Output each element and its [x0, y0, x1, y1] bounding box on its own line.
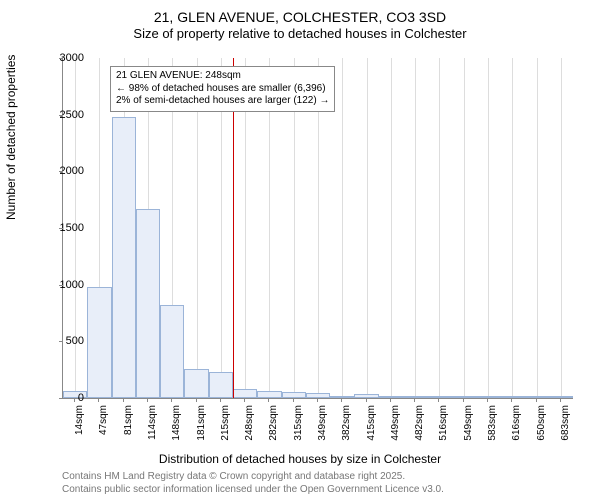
- x-tick-label: 583sqm: [487, 405, 498, 445]
- gridline: [367, 58, 368, 398]
- histogram-bar: [112, 117, 136, 398]
- x-tick-mark: [98, 398, 99, 402]
- x-tick-label: 382sqm: [341, 405, 352, 445]
- reference-annotation: 21 GLEN AVENUE: 248sqm ← 98% of detached…: [110, 66, 335, 112]
- footer-line1: Contains HM Land Registry data © Crown c…: [62, 471, 444, 484]
- x-tick-mark: [463, 398, 464, 402]
- x-tick-label: 683sqm: [560, 405, 571, 445]
- y-tick-label: 2500: [60, 109, 84, 121]
- annotation-line2: ← 98% of detached houses are smaller (6,…: [116, 83, 329, 96]
- y-tick-mark: [59, 171, 63, 172]
- histogram-bar: [136, 209, 160, 398]
- x-tick-label: 148sqm: [171, 405, 182, 445]
- x-tick-mark: [74, 398, 75, 402]
- y-tick-label: 500: [66, 335, 84, 347]
- histogram-bar: [282, 392, 306, 398]
- gridline: [488, 58, 489, 398]
- y-tick-mark: [59, 228, 63, 229]
- y-tick-label: 1000: [60, 279, 84, 291]
- x-tick-label: 248sqm: [244, 405, 255, 445]
- chart-title: 21, GLEN AVENUE, COLCHESTER, CO3 3SD: [0, 0, 600, 26]
- x-tick-mark: [390, 398, 391, 402]
- gridline: [439, 58, 440, 398]
- x-tick-mark: [220, 398, 221, 402]
- histogram-bar: [500, 396, 524, 398]
- x-tick-mark: [438, 398, 439, 402]
- x-tick-mark: [366, 398, 367, 402]
- y-tick-mark: [59, 398, 63, 399]
- y-tick-label: 1500: [60, 222, 84, 234]
- histogram-bar: [209, 372, 233, 398]
- x-tick-label: 516sqm: [438, 405, 449, 445]
- y-tick-label: 3000: [60, 52, 84, 64]
- histogram-bar: [452, 396, 476, 398]
- annotation-line1: 21 GLEN AVENUE: 248sqm: [116, 70, 329, 83]
- gridline: [391, 58, 392, 398]
- x-tick-label: 47sqm: [98, 405, 109, 445]
- x-tick-label: 215sqm: [220, 405, 231, 445]
- x-tick-mark: [414, 398, 415, 402]
- x-tick-label: 14sqm: [74, 405, 85, 445]
- x-tick-label: 449sqm: [390, 405, 401, 445]
- histogram-bar: [354, 394, 378, 398]
- gridline: [561, 58, 562, 398]
- x-tick-mark: [317, 398, 318, 402]
- x-tick-label: 349sqm: [317, 405, 328, 445]
- histogram-bar: [403, 396, 427, 398]
- gridline: [415, 58, 416, 398]
- gridline: [464, 58, 465, 398]
- x-tick-mark: [560, 398, 561, 402]
- x-tick-mark: [268, 398, 269, 402]
- y-axis-label: Number of detached properties: [4, 55, 18, 220]
- x-tick-mark: [147, 398, 148, 402]
- footer-attribution: Contains HM Land Registry data © Crown c…: [62, 471, 444, 496]
- y-tick-mark: [59, 285, 63, 286]
- histogram-bar: [257, 391, 281, 398]
- histogram-bar: [524, 396, 548, 398]
- x-tick-label: 282sqm: [268, 405, 279, 445]
- y-tick-label: 2000: [60, 165, 84, 177]
- histogram-bar: [233, 389, 257, 398]
- x-tick-mark: [123, 398, 124, 402]
- chart-subtitle: Size of property relative to detached ho…: [0, 26, 600, 41]
- histogram-bar: [184, 369, 208, 398]
- x-tick-mark: [536, 398, 537, 402]
- annotation-line3: 2% of semi-detached houses are larger (1…: [116, 95, 329, 108]
- x-tick-mark: [171, 398, 172, 402]
- histogram-bar: [427, 396, 451, 398]
- y-tick-mark: [59, 115, 63, 116]
- x-tick-label: 114sqm: [147, 405, 158, 445]
- x-tick-label: 181sqm: [196, 405, 207, 445]
- footer-line2: Contains public sector information licen…: [62, 484, 444, 497]
- x-tick-mark: [341, 398, 342, 402]
- histogram-bar: [379, 396, 403, 398]
- y-tick-mark: [59, 341, 63, 342]
- x-tick-label: 482sqm: [414, 405, 425, 445]
- x-tick-mark: [293, 398, 294, 402]
- x-tick-mark: [487, 398, 488, 402]
- y-tick-label: 0: [78, 392, 84, 404]
- x-tick-label: 315sqm: [293, 405, 304, 445]
- histogram-bar: [87, 287, 111, 398]
- x-tick-mark: [244, 398, 245, 402]
- chart-container: 21, GLEN AVENUE, COLCHESTER, CO3 3SD Siz…: [0, 0, 600, 500]
- gridline: [512, 58, 513, 398]
- x-tick-label: 81sqm: [123, 405, 134, 445]
- histogram-bar: [330, 396, 354, 398]
- x-tick-mark: [196, 398, 197, 402]
- histogram-bar: [549, 396, 573, 398]
- x-tick-mark: [511, 398, 512, 402]
- x-tick-label: 415sqm: [366, 405, 377, 445]
- histogram-bar: [160, 305, 184, 398]
- gridline: [342, 58, 343, 398]
- x-tick-label: 650sqm: [536, 405, 547, 445]
- y-tick-mark: [59, 58, 63, 59]
- x-tick-label: 616sqm: [511, 405, 522, 445]
- x-tick-label: 549sqm: [463, 405, 474, 445]
- gridline: [537, 58, 538, 398]
- x-axis-label: Distribution of detached houses by size …: [0, 452, 600, 466]
